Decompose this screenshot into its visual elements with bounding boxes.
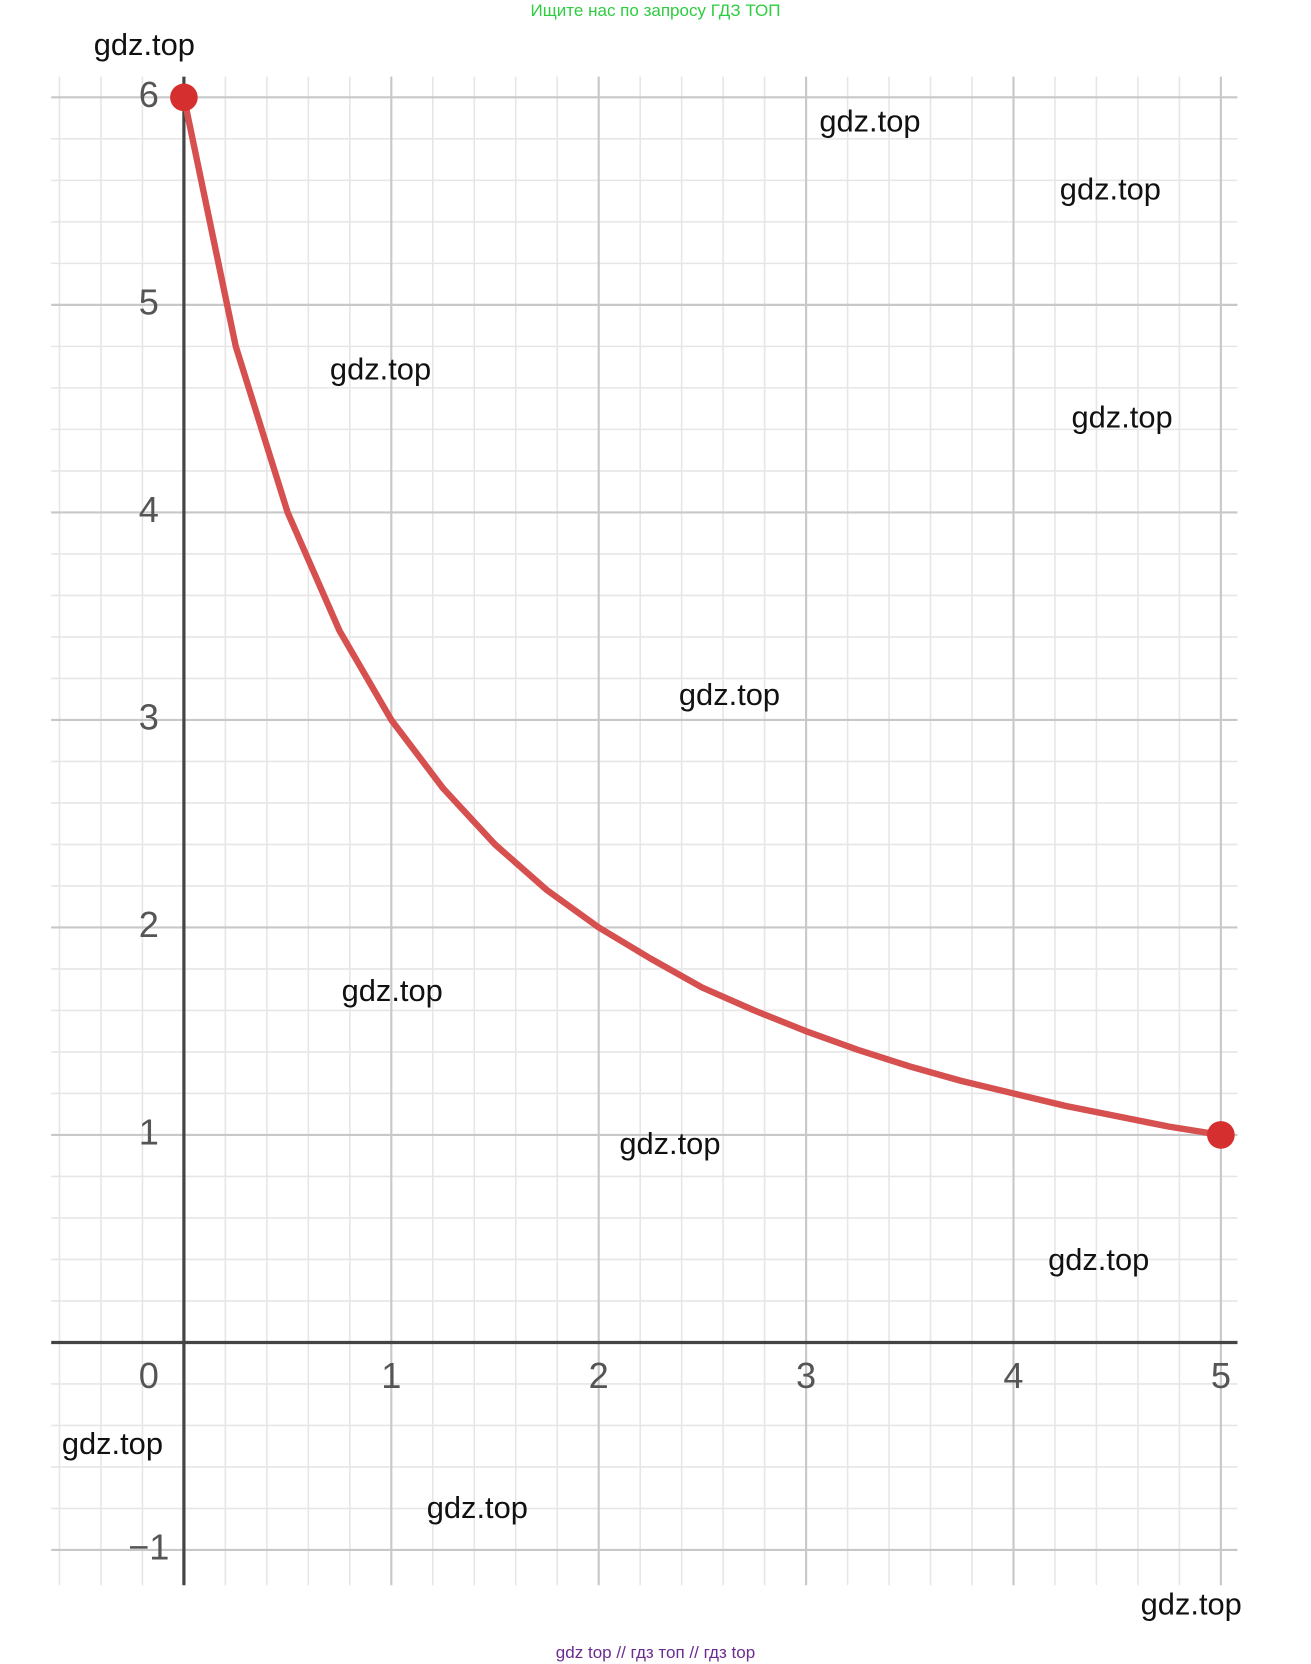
y-tick-label: 5	[139, 281, 159, 322]
watermark: gdz.top	[819, 104, 920, 139]
y-tick-label: 3	[139, 696, 159, 737]
footer: gdz top // гдз топ // гдз top	[556, 1643, 755, 1662]
watermark: gdz.top	[427, 1490, 528, 1525]
watermark: gdz.top	[1141, 1587, 1242, 1622]
x-tick-label: 5	[1211, 1355, 1231, 1396]
watermark: gdz.top	[1072, 399, 1173, 434]
point	[1207, 1121, 1235, 1149]
y-tick-label: −1	[128, 1527, 169, 1568]
watermark: gdz.top	[330, 351, 431, 386]
header: Ищите нас по запросу ГДЗ ТОП	[531, 1, 781, 20]
watermark: gdz.top	[1048, 1242, 1149, 1277]
y-tick-label: 4	[139, 489, 159, 530]
x-tick-label: 0	[139, 1355, 159, 1396]
x-tick-label: 3	[796, 1355, 816, 1396]
x-tick-label: 4	[1003, 1355, 1023, 1396]
x-tick-label: 1	[381, 1355, 401, 1396]
y-tick-label: 2	[139, 904, 159, 945]
line	[180, 94, 1225, 1139]
watermark: gdz.top	[62, 1426, 163, 1461]
y-tick-label: 1	[139, 1111, 159, 1152]
watermark: gdz.top	[679, 677, 780, 712]
watermark: gdz.top	[1060, 172, 1161, 207]
point	[170, 83, 198, 112]
watermark: gdz.top	[94, 27, 195, 62]
y-tick-label: 6	[139, 74, 159, 115]
watermark: gdz.top	[619, 1126, 720, 1161]
x-tick-label: 2	[589, 1355, 609, 1396]
watermark: gdz.top	[342, 973, 443, 1008]
